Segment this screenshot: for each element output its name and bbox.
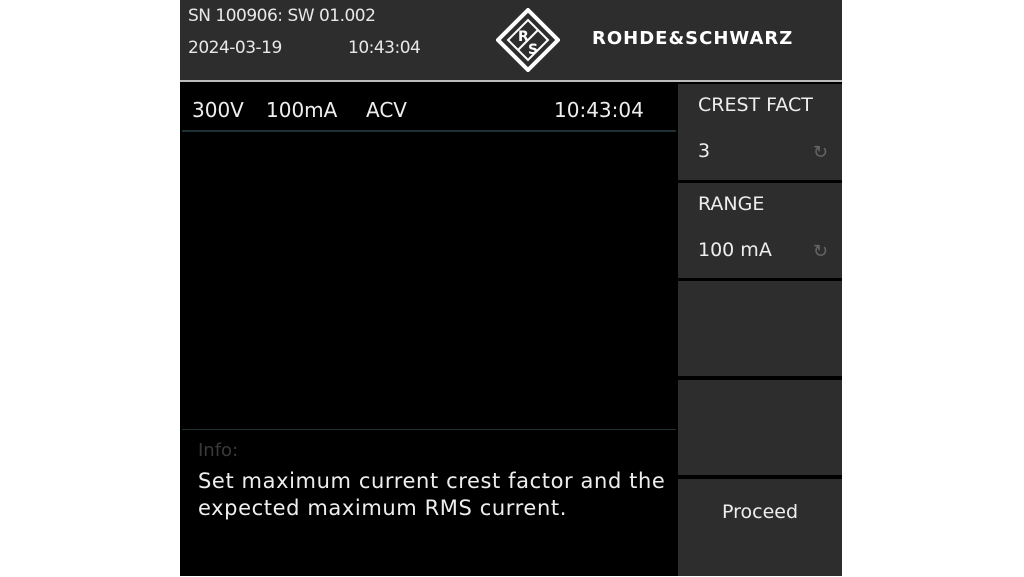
info-panel: Info: Set maximum current crest factor a… [182, 429, 676, 577]
softkey-value: 3 [698, 140, 711, 162]
header-time: 10:43:04 [348, 38, 421, 58]
rs-logo-icon: R S [496, 8, 560, 72]
proceed-label: Proceed [721, 501, 799, 523]
serial-number: SN 100906: SW 01.002 [188, 6, 376, 26]
info-label: Info: [198, 440, 239, 461]
brand-name: ROHDE&SCHWARZ [592, 28, 794, 49]
softkey-proceed[interactable]: Proceed [678, 479, 842, 576]
softkey-value: 100 mA [698, 239, 772, 261]
current-range: 100mA [266, 98, 338, 122]
softkey-range[interactable]: RANGE 100 mA ↻ [678, 183, 842, 278]
softkey-label: CREST FACT [698, 94, 813, 116]
softkey-empty-3[interactable] [678, 281, 842, 376]
voltage-range: 300V [192, 98, 244, 122]
softkey-crest-factor[interactable]: CREST FACT 3 ↻ [678, 84, 842, 180]
rotary-knob-icon: ↻ [812, 142, 828, 163]
svg-text:R: R [518, 29, 529, 45]
header-date: 2024-03-19 [188, 38, 282, 58]
instrument-screen: SN 100906: SW 01.002 2024-03-19 10:43:04… [180, 0, 842, 576]
rotary-knob-icon: ↻ [812, 241, 828, 262]
softkey-empty-4[interactable] [678, 380, 842, 475]
softkey-label: RANGE [698, 193, 765, 215]
svg-text:S: S [528, 42, 538, 58]
measure-mode: ACV [366, 98, 407, 122]
header: SN 100906: SW 01.002 2024-03-19 10:43:04… [180, 0, 842, 82]
status-bar: 300V 100mA ACV 10:43:04 [182, 84, 676, 132]
status-time: 10:43:04 [554, 98, 644, 122]
main-display: 300V 100mA ACV 10:43:04 Info: Set maximu… [182, 84, 676, 576]
info-text: Set maximum current crest factor and the… [198, 469, 666, 520]
